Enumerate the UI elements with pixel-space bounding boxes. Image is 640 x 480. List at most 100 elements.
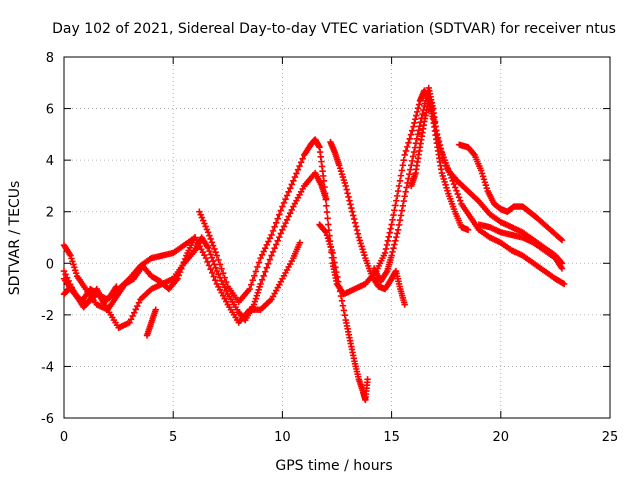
series-sat-k	[60, 283, 120, 311]
data-point	[276, 211, 283, 218]
data-point	[480, 176, 488, 183]
data-point	[337, 167, 345, 175]
data-point	[297, 159, 305, 166]
data-point	[288, 206, 295, 214]
data-point	[213, 252, 221, 259]
data-point	[252, 295, 260, 302]
data-point	[453, 187, 460, 194]
data-point	[69, 258, 76, 265]
data-point	[385, 233, 392, 240]
data-point	[392, 237, 399, 245]
data-point	[440, 175, 447, 183]
data-point	[337, 292, 345, 300]
data-point	[341, 179, 348, 187]
data-point	[321, 183, 328, 191]
data-point	[412, 116, 419, 123]
data-point	[338, 297, 346, 305]
data-point	[269, 248, 277, 256]
data-point	[213, 267, 221, 275]
data-point	[560, 280, 568, 288]
series-sat-l	[143, 306, 159, 339]
data-point	[263, 264, 270, 271]
data-point	[257, 254, 264, 262]
data-point	[265, 238, 272, 245]
data-point	[348, 204, 355, 212]
data-point	[201, 220, 208, 227]
data-point	[396, 216, 404, 224]
data-point	[334, 273, 341, 281]
series-sat-j	[475, 221, 566, 272]
data-point	[205, 262, 213, 269]
data-point	[396, 177, 404, 184]
data-point	[255, 286, 262, 294]
series-sat-i	[456, 141, 566, 244]
data-point	[223, 278, 230, 286]
data-point	[438, 169, 446, 177]
data-point	[356, 237, 363, 244]
data-point	[296, 162, 303, 170]
data-point	[207, 265, 214, 273]
data-point	[196, 208, 203, 215]
data-point	[401, 193, 408, 200]
y-tick-label: 8	[46, 51, 54, 66]
data-point	[126, 319, 133, 326]
data-point	[271, 223, 278, 231]
data-point	[392, 202, 399, 209]
data-point	[276, 233, 283, 241]
data-point	[346, 197, 353, 204]
data-point	[401, 151, 408, 159]
data-point	[457, 197, 464, 204]
data-point	[335, 283, 343, 290]
data-point	[268, 231, 275, 239]
data-point	[413, 135, 421, 142]
data-point	[389, 248, 396, 256]
data-point	[68, 255, 75, 262]
data-point	[287, 209, 294, 217]
data-point	[406, 135, 413, 142]
data-point	[176, 268, 184, 276]
data-point	[255, 259, 263, 266]
data-point	[268, 252, 275, 259]
data-point	[209, 257, 217, 265]
data-point	[391, 207, 398, 214]
data-point	[321, 228, 329, 235]
data-point	[477, 167, 485, 174]
data-point	[218, 265, 225, 273]
data-point	[266, 235, 274, 242]
data-point	[413, 112, 420, 119]
data-point	[204, 258, 211, 266]
data-point	[322, 229, 330, 236]
data-point	[215, 271, 222, 278]
data-point	[206, 232, 213, 239]
data-point	[440, 156, 448, 164]
data-point	[445, 168, 453, 176]
data-point	[441, 178, 448, 186]
data-point	[444, 187, 451, 194]
data-point	[415, 101, 423, 108]
data-point	[324, 215, 331, 222]
chart-title: Day 102 of 2021, Sidereal Day-to-day VTE…	[52, 21, 616, 37]
data-point	[360, 249, 367, 256]
data-point	[454, 190, 461, 198]
data-point	[265, 260, 272, 267]
data-point	[358, 243, 365, 250]
data-point	[288, 181, 295, 188]
data-point	[206, 247, 213, 255]
data-point	[251, 298, 259, 305]
data-point	[131, 309, 138, 316]
data-point	[132, 306, 139, 313]
data-point	[444, 165, 451, 173]
data-point	[414, 131, 422, 138]
data-point	[207, 251, 214, 258]
data-point	[324, 235, 332, 242]
data-point	[179, 262, 186, 269]
data-point	[390, 211, 397, 219]
data-point	[134, 302, 141, 310]
data-point	[558, 265, 566, 272]
y-tick-label: 0	[46, 257, 54, 272]
data-point	[299, 155, 306, 162]
data-point	[271, 244, 278, 252]
data-point	[198, 214, 206, 221]
data-point	[72, 270, 80, 277]
data-point	[405, 139, 412, 147]
